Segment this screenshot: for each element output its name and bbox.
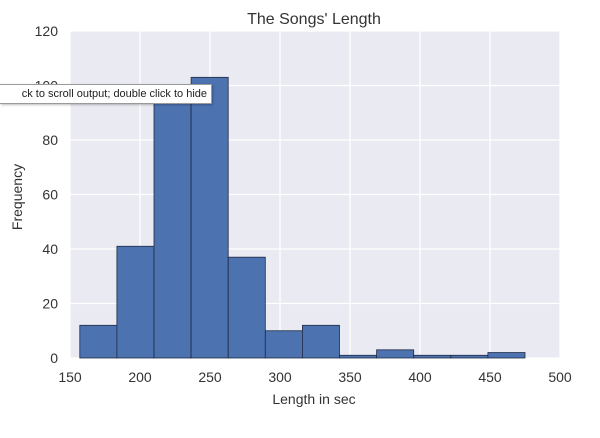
scroll-output-tooltip[interactable]: ck to scroll output; double click to hid… <box>0 84 212 104</box>
x-tick-label: 200 <box>128 369 152 385</box>
histogram-bar <box>227 256 266 359</box>
x-axis-label: Length in sec <box>272 391 355 407</box>
x-tick-label: 250 <box>198 369 222 385</box>
histogram-bar <box>153 93 192 359</box>
histogram-bar <box>190 76 229 359</box>
histogram-bar <box>264 330 303 359</box>
histogram-bar <box>301 324 340 359</box>
x-tick-label: 450 <box>478 369 502 385</box>
histogram-bar <box>413 354 452 359</box>
histogram-bar <box>487 352 526 359</box>
y-tick-label: 120 <box>35 23 59 39</box>
histogram-bars <box>79 76 526 359</box>
y-tick-label: 80 <box>42 132 58 148</box>
x-axis-ticks: 150 200 250 300 350 400 450 500 <box>58 369 572 385</box>
chart-title: The Songs' Length <box>247 11 381 28</box>
x-tick-label: 350 <box>338 369 362 385</box>
y-axis-label: Frequency <box>9 164 25 230</box>
y-tick-label: 40 <box>42 241 58 257</box>
x-tick-label: 300 <box>268 369 292 385</box>
histogram-bar <box>116 245 155 359</box>
x-tick-label: 400 <box>408 369 432 385</box>
y-tick-label: 0 <box>50 350 58 366</box>
y-axis-ticks: 020406080100120 <box>35 23 59 366</box>
histogram-bar <box>376 349 415 359</box>
histogram-bar <box>450 354 489 359</box>
x-tick-label: 150 <box>58 369 82 385</box>
y-tick-label: 20 <box>42 296 58 312</box>
y-tick-label: 60 <box>42 187 58 203</box>
histogram-bar <box>339 354 377 359</box>
histogram-bar <box>79 324 118 359</box>
x-tick-label: 500 <box>548 369 572 385</box>
